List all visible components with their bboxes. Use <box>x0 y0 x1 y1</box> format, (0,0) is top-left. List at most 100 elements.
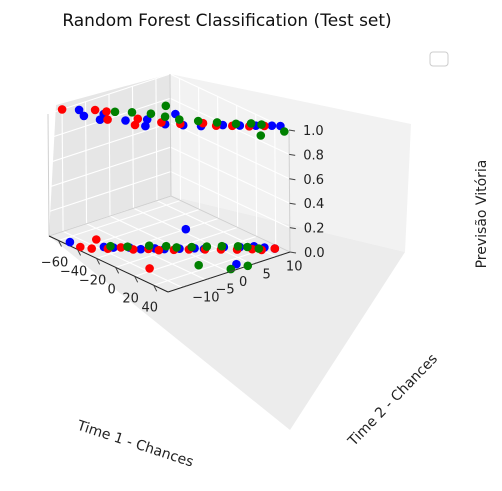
data-point <box>232 259 241 269</box>
data-point <box>145 264 154 273</box>
data-point <box>243 242 252 252</box>
data-point <box>130 120 140 130</box>
data-point <box>202 242 212 251</box>
x-tick-label: −60 <box>41 255 68 270</box>
z-tick-mark <box>289 227 296 230</box>
x-gridline <box>178 78 182 201</box>
data-point <box>127 108 137 117</box>
data-point <box>87 244 96 253</box>
x-gridline <box>198 87 201 210</box>
back-pane <box>170 74 411 252</box>
data-point <box>76 242 85 252</box>
back-right-edge <box>288 129 291 253</box>
x-tick-label: 20 <box>122 291 139 306</box>
data-point <box>181 224 191 234</box>
data-point <box>233 242 243 251</box>
z-gridline <box>48 122 171 164</box>
z-gridline <box>170 146 290 204</box>
data-point <box>161 241 171 251</box>
x-axis-label: Time 1 - Chances <box>74 418 195 471</box>
data-point <box>92 235 101 244</box>
data-point <box>102 107 111 116</box>
data-point <box>116 243 126 252</box>
data-point <box>212 118 222 127</box>
data-point <box>95 115 105 124</box>
z-gridline <box>47 73 171 115</box>
data-point <box>144 241 154 250</box>
y-tick-mark <box>181 284 189 288</box>
data-point <box>79 111 89 121</box>
x-gridline <box>217 96 220 219</box>
y-gridline <box>84 101 88 224</box>
z-tick-label: 0.6 <box>303 173 324 188</box>
data-point <box>267 121 277 130</box>
z-gridline <box>169 73 290 131</box>
x-tick-mark <box>77 249 82 256</box>
z-gridline <box>170 171 291 229</box>
data-point <box>57 105 67 114</box>
z-gridline <box>170 122 290 180</box>
data-point <box>90 105 100 115</box>
data-point <box>194 260 203 270</box>
data-point <box>136 244 146 254</box>
x-tick-label: −20 <box>79 273 106 288</box>
data-point <box>257 120 266 129</box>
z-tick-label: 0.8 <box>303 148 324 163</box>
back-corner-edge <box>169 73 172 197</box>
data-point <box>160 112 170 121</box>
data-point <box>280 127 289 136</box>
data-point <box>217 241 227 251</box>
y-gridline <box>133 207 253 265</box>
data-point <box>187 242 196 252</box>
data-point <box>106 241 115 251</box>
y-gridline <box>61 109 64 232</box>
y-tick-label: 5 <box>262 267 270 282</box>
z-tick-label: 0.2 <box>304 222 325 237</box>
data-point <box>154 245 164 255</box>
data-point <box>65 237 75 247</box>
data-point <box>256 131 266 140</box>
z-axis-label: Previsão Vitória <box>474 160 490 269</box>
y-tick-mark <box>252 261 259 265</box>
data-point <box>175 115 184 124</box>
z-gridline <box>48 171 171 213</box>
data-point <box>141 121 150 131</box>
y-gridline <box>155 78 158 201</box>
data-point <box>123 242 132 251</box>
y-tick-label: −10 <box>192 290 219 305</box>
z-tick-label: 0.0 <box>304 246 325 261</box>
z-tick-mark <box>289 178 296 181</box>
y-axis-label: Time 2 - Chances <box>345 351 441 450</box>
z-tick-mark <box>289 202 296 205</box>
data-point <box>270 244 280 253</box>
data-point <box>231 119 241 129</box>
data-point <box>172 243 181 252</box>
data-points <box>57 101 289 274</box>
chart-title: Random Forest Classification (Test set) <box>62 11 391 31</box>
z-tick-label: 1.0 <box>303 124 324 139</box>
x-tick-label: 0 <box>107 282 115 297</box>
z-tick-mark <box>289 153 296 156</box>
x-tick-label: −40 <box>60 264 87 279</box>
floor-left-edge <box>48 195 172 237</box>
y-gridline <box>131 86 135 209</box>
legend-box <box>429 51 449 67</box>
data-point <box>103 115 112 124</box>
data-point <box>146 109 156 118</box>
x-tick-mark <box>96 258 101 265</box>
tick-labels: −60−40−2002040−10−505100.00.20.40.60.81.… <box>41 124 325 315</box>
y-tick-label: 10 <box>286 260 303 275</box>
x-tick-mark <box>153 285 158 292</box>
x-gridline <box>274 123 277 246</box>
y-gridline <box>62 230 183 288</box>
z-tick-label: 0.4 <box>304 197 325 212</box>
x-tick-mark <box>134 276 139 283</box>
z-tick-mark <box>289 251 297 254</box>
data-point <box>121 116 130 125</box>
y-tick-label: 0 <box>239 275 247 290</box>
y-tick-label: −5 <box>216 283 235 298</box>
y-tick-mark <box>275 254 283 258</box>
data-point <box>161 101 171 111</box>
x-tick-label: 40 <box>141 300 158 315</box>
